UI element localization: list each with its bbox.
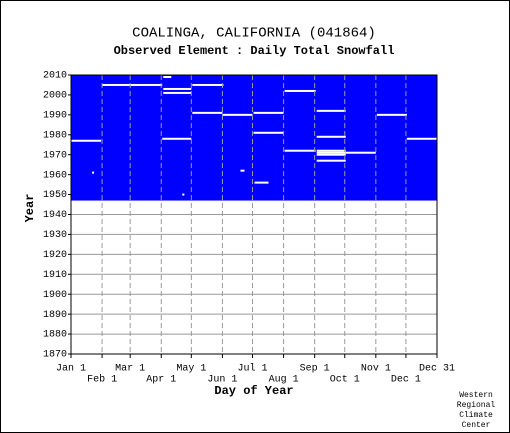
x-tick-label: Jul 1 — [237, 363, 267, 375]
x-tick-label: Feb 1 — [87, 374, 117, 386]
missing-gap — [163, 87, 192, 90]
missing-gap — [284, 149, 316, 152]
y-tick-label: 1940 — [43, 210, 67, 221]
x-tick-label: Apr 1 — [146, 375, 176, 386]
missing-gap — [162, 137, 192, 140]
credit-text: Regional — [457, 401, 496, 410]
x-tick-label: Mar 1 — [115, 364, 145, 375]
coverage-area — [71, 75, 437, 201]
plot-border — [70, 74, 438, 355]
y-tick-label: 1930 — [43, 230, 67, 241]
x-axis-label: Day of Year — [214, 384, 293, 398]
y-tick-label: 1870 — [43, 350, 67, 361]
missing-gap — [192, 111, 223, 114]
missing-gap — [376, 113, 407, 116]
y-tick-label: 1880 — [43, 330, 67, 341]
y-tick-label: 2010 — [43, 71, 67, 82]
missing-gap — [406, 137, 437, 140]
credit-text: Center — [462, 421, 491, 430]
missing-gap — [102, 83, 163, 86]
y-tick-label: 1990 — [43, 110, 67, 121]
x-tick-label: Dec 31 — [419, 364, 455, 375]
missing-gap — [284, 89, 316, 92]
missing-gap — [316, 151, 346, 154]
y-tick-label: 1920 — [43, 250, 67, 261]
missing-gap — [345, 151, 376, 154]
y-tick-label: 2000 — [43, 91, 67, 102]
y-axis-label: Year — [23, 194, 37, 223]
y-tick-label: 1900 — [43, 290, 67, 301]
y-tick-label: 1890 — [43, 310, 67, 321]
missing-gap — [92, 171, 95, 174]
missing-gap — [253, 131, 284, 134]
y-tick-label: 1980 — [43, 130, 67, 141]
x-tick-label: Sep 1 — [300, 364, 330, 375]
missing-gap — [222, 113, 253, 116]
x-tick-label: Nov 1 — [361, 364, 391, 375]
x-tick-label: Dec 1 — [391, 375, 421, 386]
x-tick-label: Jan 1 — [56, 364, 86, 375]
credit-text: Western — [459, 391, 493, 400]
missing-gap — [163, 75, 172, 78]
y-tick-label: 1960 — [43, 170, 67, 181]
missing-gap — [163, 91, 192, 94]
missing-gap — [254, 181, 269, 184]
missing-gap — [71, 139, 102, 142]
x-tick-label: Jun 1 — [207, 375, 237, 386]
missing-gap — [316, 153, 346, 156]
missing-gap — [240, 169, 245, 172]
missing-gap — [316, 135, 346, 138]
y-tick-label: 1970 — [43, 150, 67, 161]
credit-text: Climate — [459, 411, 493, 420]
x-tick-label: Oct 1 — [330, 375, 360, 386]
missing-gap — [192, 83, 224, 86]
missing-gap — [253, 111, 284, 114]
y-tick-label: 1950 — [43, 190, 67, 201]
missing-gap — [182, 193, 185, 196]
missing-gap — [316, 109, 346, 112]
x-tick-label: May 1 — [176, 364, 206, 375]
chart-subtitle: Observed Element : Daily Total Snowfall — [114, 44, 395, 58]
x-tick-label: Aug 1 — [269, 375, 299, 386]
missing-gap — [316, 149, 346, 152]
chart-title: COALINGA, CALIFORNIA (041864) — [132, 26, 376, 42]
y-tick-label: 1910 — [43, 270, 67, 281]
missing-gap — [316, 159, 346, 162]
